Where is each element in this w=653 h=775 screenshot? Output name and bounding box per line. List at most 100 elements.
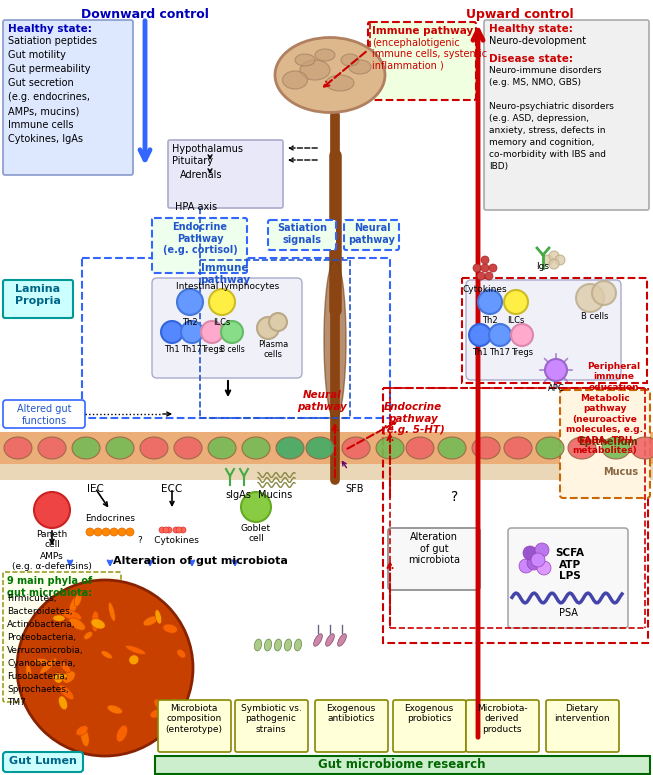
Circle shape: [592, 281, 616, 305]
Text: Actinobacteria,: Actinobacteria,: [7, 620, 76, 629]
Ellipse shape: [76, 725, 88, 735]
Circle shape: [180, 527, 186, 533]
Text: APC: APC: [548, 384, 564, 393]
FancyBboxPatch shape: [368, 22, 476, 100]
Ellipse shape: [34, 658, 48, 664]
Text: Firmicutes,: Firmicutes,: [7, 594, 57, 603]
Text: Cyanobacteria,: Cyanobacteria,: [7, 659, 76, 668]
Bar: [155, 756, 650, 774]
Text: B cells: B cells: [581, 312, 609, 321]
Bar: [383, 388, 648, 643]
Text: Adrenals: Adrenals: [180, 170, 223, 180]
Text: Neural
pathway: Neural pathway: [349, 223, 396, 245]
Text: TM7: TM7: [7, 698, 26, 707]
Ellipse shape: [326, 75, 354, 91]
Ellipse shape: [125, 646, 146, 655]
Ellipse shape: [53, 673, 67, 680]
Ellipse shape: [275, 37, 385, 112]
Ellipse shape: [69, 597, 78, 614]
Text: Gut microbiome research: Gut microbiome research: [318, 758, 486, 771]
Text: Symbiotic vs.
pathogenic
strains: Symbiotic vs. pathogenic strains: [240, 704, 302, 734]
FancyBboxPatch shape: [235, 700, 308, 752]
Text: Alteration of gut microbiota: Alteration of gut microbiota: [112, 556, 287, 566]
Circle shape: [209, 289, 235, 315]
Text: Microbiota-
derived
products: Microbiota- derived products: [477, 704, 528, 734]
Ellipse shape: [163, 624, 178, 633]
Bar: [0, 464, 653, 480]
Ellipse shape: [63, 671, 75, 683]
Circle shape: [481, 264, 489, 272]
Text: Immune
pathway: Immune pathway: [200, 263, 250, 284]
Text: co-morbidity with IBS and: co-morbidity with IBS and: [489, 150, 606, 159]
Text: Endocrine
pathway
(e.g. 5-HT): Endocrine pathway (e.g. 5-HT): [381, 402, 445, 436]
Text: Neuro-psychiatric disorders: Neuro-psychiatric disorders: [489, 102, 614, 111]
Text: Metabolic
pathway
(neuroactive
molecules, e.g.
GABA, TPH
metabolites): Metabolic pathway (neuroactive molecules…: [567, 394, 643, 455]
Text: Tregs: Tregs: [201, 345, 223, 354]
Ellipse shape: [150, 709, 161, 718]
Circle shape: [163, 527, 169, 533]
Text: Th1: Th1: [472, 348, 488, 357]
Circle shape: [549, 251, 559, 261]
Text: memory and cognition,: memory and cognition,: [489, 138, 594, 147]
FancyBboxPatch shape: [560, 390, 650, 498]
FancyBboxPatch shape: [168, 140, 283, 208]
Circle shape: [535, 543, 549, 557]
Ellipse shape: [143, 616, 158, 626]
Ellipse shape: [438, 437, 466, 459]
Text: Gut permeability: Gut permeability: [8, 64, 91, 74]
Circle shape: [94, 528, 102, 536]
Circle shape: [102, 528, 110, 536]
Circle shape: [173, 527, 179, 533]
Circle shape: [473, 264, 481, 272]
Ellipse shape: [61, 609, 82, 621]
Text: Proteobacteria,: Proteobacteria,: [7, 633, 76, 642]
Circle shape: [477, 272, 485, 280]
Text: (e.g. MS, NMO, GBS): (e.g. MS, NMO, GBS): [489, 78, 581, 87]
Text: Upward control: Upward control: [466, 8, 574, 21]
Ellipse shape: [306, 437, 334, 459]
Text: ?    Cytokines: ? Cytokines: [138, 536, 199, 545]
Text: Neuro-immune disorders: Neuro-immune disorders: [489, 66, 601, 75]
Ellipse shape: [91, 618, 105, 629]
Ellipse shape: [177, 649, 185, 658]
Circle shape: [201, 321, 223, 343]
Circle shape: [549, 259, 559, 269]
Circle shape: [469, 324, 491, 346]
Ellipse shape: [342, 437, 370, 459]
Ellipse shape: [72, 437, 100, 459]
Ellipse shape: [242, 437, 270, 459]
Ellipse shape: [155, 610, 162, 624]
Ellipse shape: [341, 54, 359, 66]
FancyBboxPatch shape: [315, 700, 388, 752]
Text: Exogenous
probiotics: Exogenous probiotics: [404, 704, 454, 723]
Text: Verrucomicrobia,: Verrucomicrobia,: [7, 646, 84, 655]
Text: Goblet
cell: Goblet cell: [241, 524, 271, 543]
Text: Tregs: Tregs: [511, 348, 533, 357]
Circle shape: [478, 290, 502, 314]
FancyBboxPatch shape: [3, 20, 133, 175]
Ellipse shape: [326, 634, 334, 646]
Text: B cells: B cells: [219, 345, 244, 354]
Text: IBD): IBD): [489, 162, 508, 171]
Ellipse shape: [69, 618, 86, 630]
Ellipse shape: [140, 437, 168, 459]
Ellipse shape: [54, 673, 63, 683]
Ellipse shape: [116, 725, 127, 742]
Text: inflammation ): inflammation ): [372, 60, 444, 70]
Circle shape: [511, 324, 533, 346]
Text: Mucins: Mucins: [258, 490, 292, 500]
Ellipse shape: [60, 662, 71, 673]
Text: Endocrines: Endocrines: [85, 514, 135, 523]
Circle shape: [118, 528, 126, 536]
Circle shape: [34, 492, 70, 528]
Ellipse shape: [283, 71, 308, 89]
Text: Gut secretion: Gut secretion: [8, 78, 74, 88]
Text: Microbiota
composition
(enterotype): Microbiota composition (enterotype): [165, 704, 223, 734]
FancyBboxPatch shape: [344, 220, 399, 250]
Text: Spirochaetes,: Spirochaetes,: [7, 685, 69, 694]
Text: Lamina
Propria: Lamina Propria: [15, 284, 61, 305]
FancyBboxPatch shape: [152, 218, 247, 273]
Text: Intestinal lymphocytes: Intestinal lymphocytes: [176, 282, 279, 291]
Ellipse shape: [472, 437, 500, 459]
Text: ?: ?: [451, 490, 458, 504]
